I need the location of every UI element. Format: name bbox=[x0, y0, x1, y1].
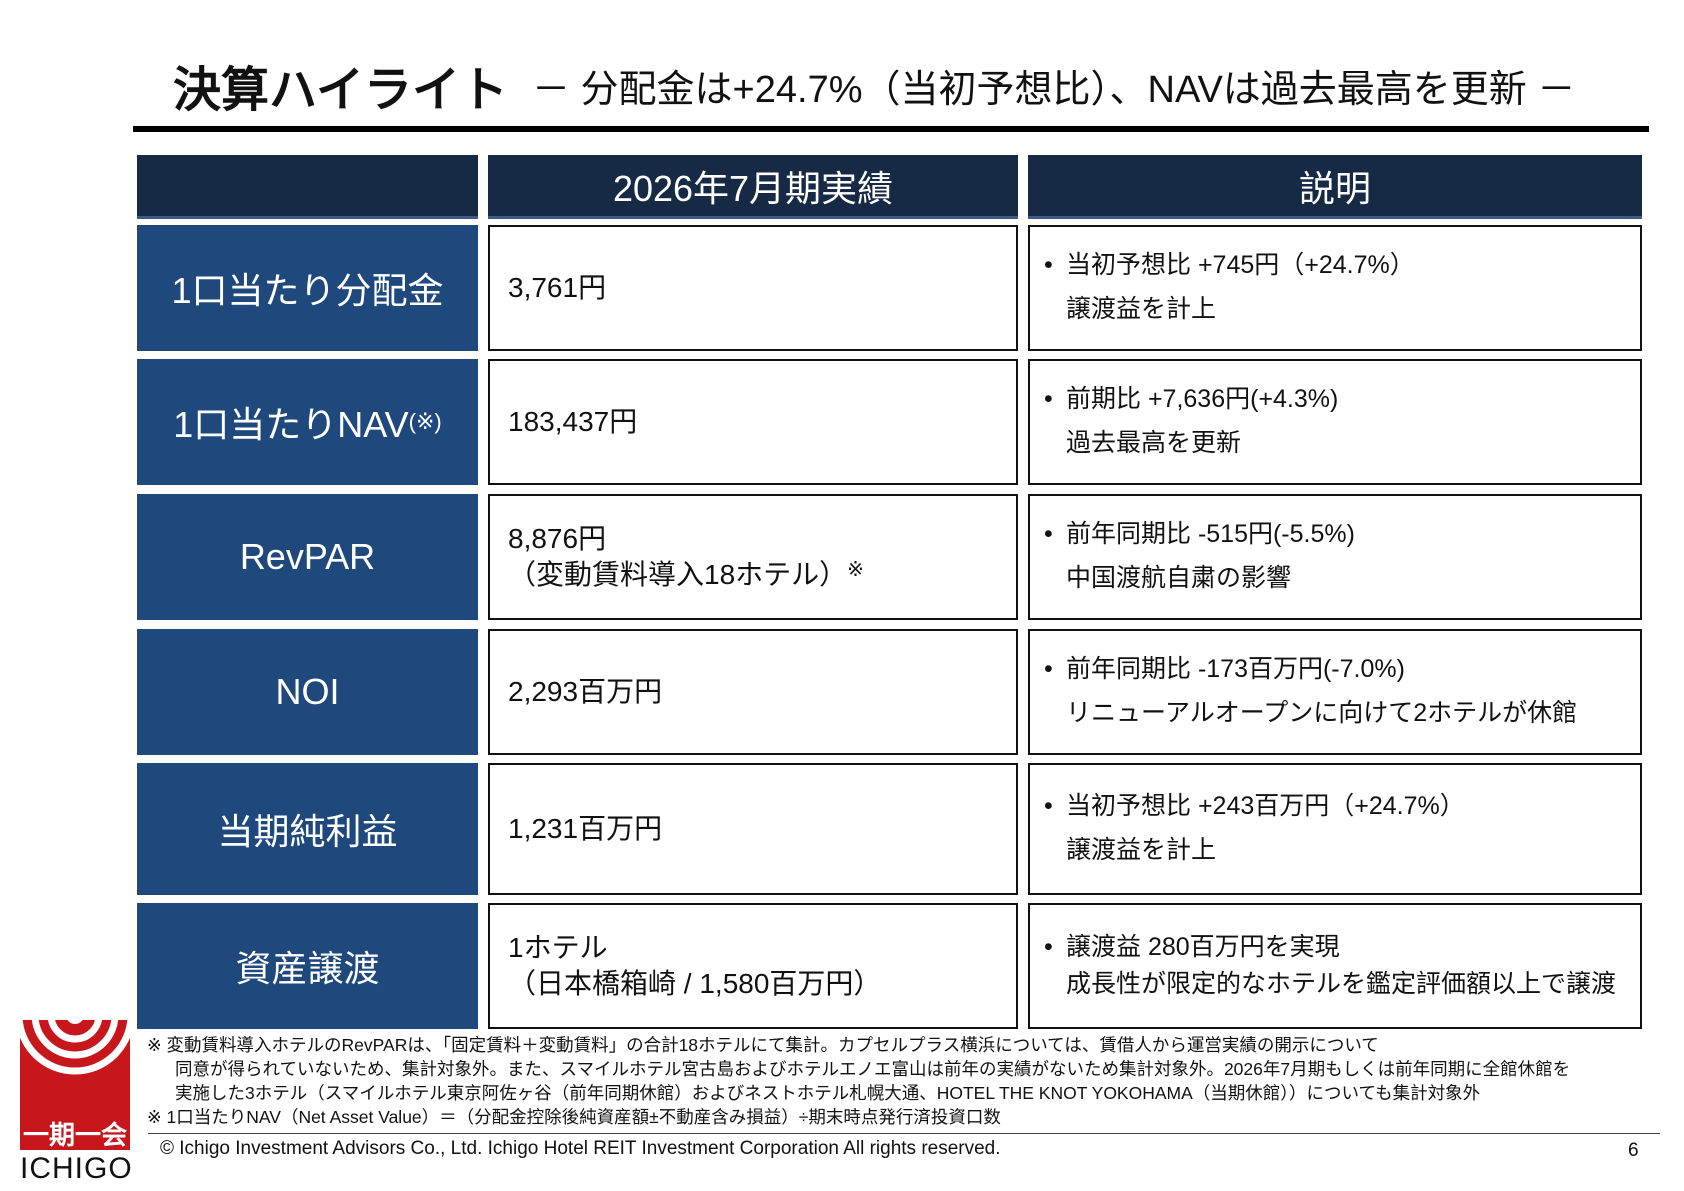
table-row-label: 資産譲渡 bbox=[137, 903, 478, 1029]
row-label-text: RevPAR bbox=[239, 536, 376, 577]
table-row-value: 1ホテル （日本橋箱崎 / 1,580百万円） bbox=[488, 903, 1018, 1029]
row-value-text: 3,761円 bbox=[508, 271, 607, 303]
description-line-1: 当初予想比 +243百万円（+24.7%） bbox=[1066, 792, 1465, 821]
footnote-line: ※ 1口当たりNAV（Net Asset Value）＝（分配金控除後純資産額±… bbox=[147, 1107, 1001, 1127]
page-title: 決算ハイライト bbox=[173, 64, 509, 117]
footnote-line: 実施した3ホテル（スマイルホテル東京阿佐ヶ谷（前年同期休館）およびネストホテル札… bbox=[175, 1083, 1481, 1103]
table-row-label: 1口当たり分配金 bbox=[137, 225, 478, 351]
description-line-2: 過去最高を更新 bbox=[1066, 429, 1242, 457]
page-number: 6 bbox=[1628, 1140, 1639, 1161]
bullet-icon: • bbox=[1044, 792, 1053, 821]
ichigo-logo: 一期一会 ICHIGO bbox=[20, 1020, 132, 1186]
logo-kanji: 一期一会 bbox=[22, 1120, 127, 1150]
header-explanation: 説明 bbox=[1028, 155, 1642, 219]
table-row-label: RevPAR bbox=[137, 494, 478, 620]
row-label-text: 1口当たりNAV bbox=[173, 404, 409, 445]
row-label-text: NOI bbox=[275, 671, 340, 712]
table-row-label: 当期純利益 bbox=[137, 763, 478, 895]
table-row-value: 1,231百万円 bbox=[488, 763, 1018, 895]
footnote-line: 同意が得られていないため、集計対象外。また、スマイルホテル宮古島およびホテルエノ… bbox=[175, 1059, 1571, 1079]
table-row-description: • 当初予想比 +745円（+24.7%） 譲渡益を計上 bbox=[1028, 225, 1642, 351]
description-line-1: 当初予想比 +745円（+24.7%） bbox=[1066, 251, 1415, 280]
table-row-value: 2,293百万円 bbox=[488, 629, 1018, 755]
page-subtitle: － 分配金は+24.7%（当初予想比）、NAVは過去最高を更新 － bbox=[532, 69, 1576, 111]
row-value-text: 183,437円 bbox=[508, 405, 638, 437]
copyright: © Ichigo Investment Advisors Co., Ltd. I… bbox=[160, 1138, 1001, 1159]
row-label-text: 資産譲渡 bbox=[235, 948, 380, 989]
row-value-text: 1,231百万円 bbox=[508, 812, 663, 844]
footnotes: ※ 変動賃料導入ホテルのRevPARは、「固定賃料＋変動賃料」の合計18ホテルに… bbox=[147, 1033, 1570, 1129]
description-line-1: 前年同期比 -173百万円(-7.0%) bbox=[1066, 655, 1405, 684]
table-row-label: 1口当たりNAV (※) bbox=[137, 359, 478, 485]
description-line-2: 成長性が限定的なホテルを鑑定評価額以上で譲渡 bbox=[1066, 970, 1617, 998]
row-label-text: 1口当たり分配金 bbox=[171, 270, 444, 311]
table-row-label: NOI bbox=[137, 629, 478, 755]
description-line-2: リニューアルオープンに向けて2ホテルが休館 bbox=[1066, 699, 1578, 727]
description-line-2: 譲渡益を計上 bbox=[1066, 836, 1217, 864]
table-row-description: • 当初予想比 +243百万円（+24.7%） 譲渡益を計上 bbox=[1028, 763, 1642, 895]
bullet-icon: • bbox=[1044, 655, 1053, 684]
table-row-description: • 前期比 +7,636円(+4.3%) 過去最高を更新 bbox=[1028, 359, 1642, 485]
row-value-text: 8,876円 bbox=[508, 522, 607, 554]
row-label-text: 当期純利益 bbox=[217, 811, 398, 852]
logo-rings-icon bbox=[20, 1020, 130, 1150]
row-value-subtext: （日本橋箱崎 / 1,580百万円） bbox=[508, 968, 882, 999]
description-line-2: 譲渡益を計上 bbox=[1066, 295, 1217, 323]
table-row-description: • 前年同期比 -173百万円(-7.0%) リニューアルオープンに向けて2ホテル… bbox=[1028, 629, 1642, 755]
footnote-line: ※ 変動賃料導入ホテルのRevPARは、「固定賃料＋変動賃料」の合計18ホテルに… bbox=[147, 1035, 1379, 1055]
footer-divider bbox=[148, 1133, 1660, 1134]
table-row-description: • 譲渡益 280百万円を実現 成長性が限定的なホテルを鑑定評価額以上で譲渡 bbox=[1028, 903, 1642, 1029]
table-row-value: 183,437円 bbox=[488, 359, 1018, 485]
bullet-icon: • bbox=[1044, 520, 1053, 549]
logo-name: ICHIGO bbox=[20, 1152, 133, 1185]
table-row-value: 8,876円 （変動賃料導入18ホテル）※ bbox=[488, 494, 1018, 620]
logo-mark: 一期一会 bbox=[20, 1020, 130, 1150]
description-line-1: 譲渡益 280百万円を実現 bbox=[1066, 932, 1340, 961]
description-line-2: 中国渡航自粛の影響 bbox=[1066, 564, 1292, 592]
table-row-value: 3,761円 bbox=[488, 225, 1018, 351]
header-blank bbox=[137, 155, 478, 219]
description-line-1: 前期比 +7,636円(+4.3%) bbox=[1066, 385, 1339, 414]
row-value-subtext: （変動賃料導入18ホテル） bbox=[508, 559, 848, 590]
row-value-note: ※ bbox=[847, 559, 864, 581]
description-line-1: 前年同期比 -515円(-5.5%) bbox=[1066, 520, 1355, 549]
table-row-description: • 前年同期比 -515円(-5.5%) 中国渡航自粛の影響 bbox=[1028, 494, 1642, 620]
bullet-icon: • bbox=[1044, 385, 1053, 414]
row-value-text: 2,293百万円 bbox=[508, 675, 663, 707]
header-results: 2026年7月期実績 bbox=[488, 155, 1018, 219]
title-divider bbox=[133, 126, 1649, 132]
row-value-text: 1ホテル bbox=[508, 931, 608, 963]
row-label-note: (※) bbox=[408, 409, 442, 434]
bullet-icon: • bbox=[1044, 932, 1053, 961]
bullet-icon: • bbox=[1044, 251, 1053, 280]
